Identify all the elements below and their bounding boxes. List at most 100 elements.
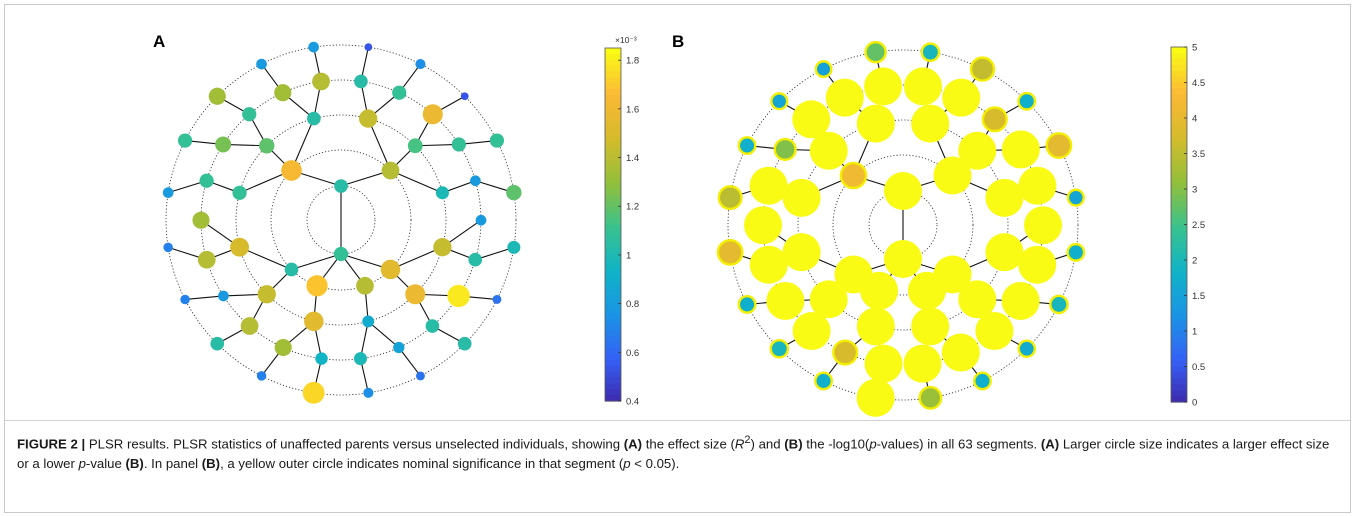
colorbar-band	[605, 295, 621, 302]
colorbar-a: 1.8 1.6 1.4 1.2 1 0.8 0.6 0.4 ×10⁻³	[604, 35, 639, 408]
colorbar-band	[605, 212, 621, 220]
caption-ref-b: (B)	[201, 456, 221, 472]
colorbar-band	[605, 112, 621, 120]
colorbar-band	[1171, 271, 1187, 279]
caption-text: < 0.05).	[630, 456, 680, 472]
colorbar-tick-label: 4.5	[1192, 78, 1205, 89]
colorbar-band	[605, 159, 621, 167]
segment-point	[864, 67, 903, 106]
colorbar-band	[1171, 123, 1187, 131]
segment-point	[475, 214, 487, 226]
segment-point	[1017, 339, 1037, 359]
segment-point	[941, 333, 980, 372]
colorbar-band	[1171, 200, 1187, 208]
colorbar-band	[605, 348, 621, 355]
segment-point	[716, 238, 744, 266]
segment-point	[489, 133, 505, 148]
segment-point	[405, 284, 426, 305]
segment-point	[809, 131, 848, 170]
caption-ref-a: (A)	[623, 436, 643, 452]
tree-edge	[390, 169, 443, 194]
colorbar-band	[1171, 70, 1187, 78]
colorbar-tick-label: 2	[1192, 256, 1197, 267]
tree-edge	[367, 321, 400, 348]
colorbar-band	[605, 253, 621, 261]
colorbar-band	[605, 71, 621, 79]
colorbar-band	[1171, 236, 1187, 243]
segment-point	[393, 341, 405, 354]
colorbar-band	[1171, 177, 1187, 184]
colorbar-tick-label: 2.5	[1192, 220, 1205, 231]
segment-point	[1066, 188, 1085, 207]
colorbar-band	[1171, 342, 1187, 350]
segment-point	[407, 138, 423, 154]
colorbar-band	[1171, 307, 1187, 314]
colorbar-band	[605, 65, 621, 73]
colorbar-tick-label: 5	[1192, 43, 1197, 54]
colorbar-outline	[604, 47, 622, 402]
segment-point	[312, 72, 330, 91]
colorbar-band	[1171, 360, 1187, 368]
colorbar-tick-label: 0	[1192, 398, 1197, 409]
segment-point	[192, 211, 210, 229]
colorbar-tick-label: 3	[1192, 185, 1197, 196]
colorbar-band	[605, 59, 621, 67]
caption-superscript: 2	[744, 434, 751, 446]
segment-point	[856, 104, 895, 143]
segment-point	[363, 387, 374, 398]
colorbar-tick-label: 1.2	[626, 202, 639, 213]
caption-italic: R	[734, 436, 745, 452]
colorbar-band	[605, 206, 621, 214]
segment-point	[782, 178, 821, 217]
colorbar-band	[1171, 283, 1187, 291]
colorbar-band	[1171, 194, 1187, 202]
colorbar-band	[605, 100, 621, 108]
colorbar-band	[605, 236, 621, 243]
colorbar-band	[605, 224, 621, 231]
segment-point	[737, 295, 757, 314]
colorbar-band	[605, 177, 621, 184]
colorbar-band	[605, 330, 621, 337]
caption-text: . In panel	[143, 456, 202, 472]
caption-text: Larger circle size indicates a larger ef…	[17, 436, 1330, 472]
segment-point	[302, 381, 325, 404]
colorbar-b: 5 4.5 4 3.5 3 2.5 2 1.5 1 0.5 0	[1170, 43, 1205, 409]
segment-point	[364, 43, 373, 52]
colorbar-band	[1171, 165, 1187, 172]
segment-point	[814, 60, 833, 78]
segment-point	[470, 175, 481, 187]
colorbar-band	[1171, 372, 1187, 379]
segment-point	[717, 185, 743, 211]
colorbar-band	[1171, 82, 1187, 90]
segment-point	[911, 307, 950, 346]
colorbar-band	[1171, 265, 1187, 273]
segment-point	[864, 344, 903, 383]
segment-point	[180, 294, 190, 305]
colorbar-band	[1171, 112, 1187, 119]
segment-point	[362, 315, 375, 328]
segment-point	[814, 371, 833, 391]
colorbar-tick-label: 1.8	[626, 56, 639, 67]
colorbar-band	[605, 142, 621, 149]
segment-point	[218, 290, 229, 302]
colorbar-band	[1171, 88, 1187, 95]
colorbar-tick-label: 0.8	[626, 299, 639, 310]
segment-point	[985, 178, 1024, 217]
segment-point	[975, 312, 1014, 351]
colorbar-band	[1171, 295, 1187, 303]
colorbar-band	[1171, 301, 1187, 308]
segment-point	[242, 107, 257, 122]
colorbar-band	[1171, 260, 1187, 267]
colorbar-tick-label: 1.4	[626, 153, 639, 164]
segment-point	[507, 240, 521, 254]
segment-point	[415, 371, 425, 381]
segment-point	[162, 187, 174, 198]
ring-guide	[797, 119, 1009, 331]
colorbar-band	[1171, 183, 1187, 190]
segment-point	[256, 371, 267, 381]
colorbar-tick-label: 1	[1192, 327, 1197, 338]
segment-point	[433, 238, 452, 257]
colorbar-band	[1171, 336, 1187, 344]
colorbar-tick-label: 4	[1192, 114, 1197, 125]
segment-point	[792, 312, 831, 351]
